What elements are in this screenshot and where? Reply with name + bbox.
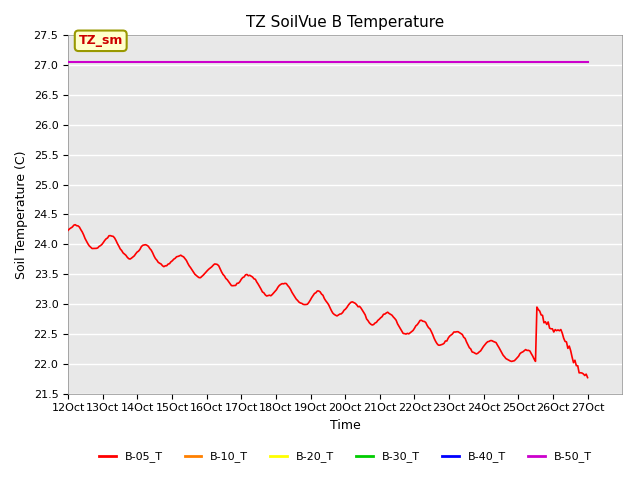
X-axis label: Time: Time (330, 419, 360, 432)
Text: TZ_sm: TZ_sm (79, 34, 123, 48)
Legend: B-05_T, B-10_T, B-20_T, B-30_T, B-40_T, B-50_T: B-05_T, B-10_T, B-20_T, B-30_T, B-40_T, … (94, 447, 596, 467)
Title: TZ SoilVue B Temperature: TZ SoilVue B Temperature (246, 15, 444, 30)
Y-axis label: Soil Temperature (C): Soil Temperature (C) (15, 150, 28, 279)
